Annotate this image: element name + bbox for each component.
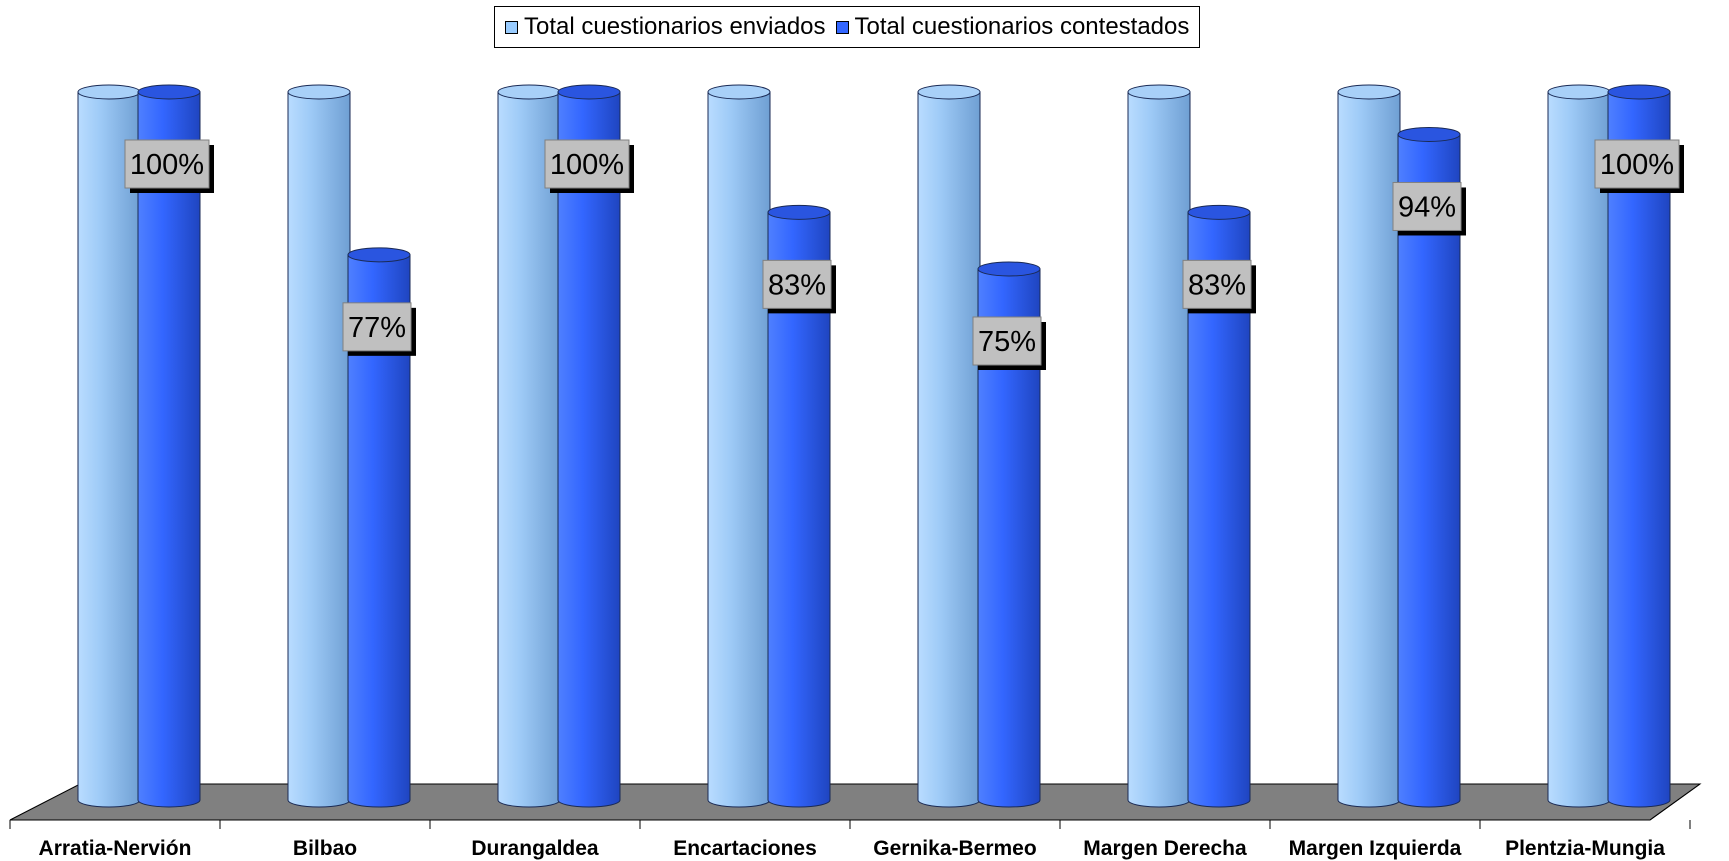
bar-cap-sent (1547, 84, 1611, 100)
category-labels-group: Arratia-Nervión Bilbao Durangaldea Encartac… (39, 837, 1666, 860)
legend-swatch-answered (835, 20, 849, 34)
bar-sent (1547, 91, 1611, 808)
bar-cap-sent (917, 84, 981, 100)
chart-legend: Total cuestionarios enviados Total cuest… (494, 6, 1201, 48)
category-label: Margen Derecha (1083, 837, 1247, 860)
data-label-box (1182, 259, 1252, 309)
data-label-box (762, 259, 832, 309)
legend-item-answered: Total cuestionarios contestados (835, 13, 1190, 41)
bar-answered (1607, 91, 1671, 808)
data-label: 94% (1398, 191, 1456, 223)
bar-answered (1397, 133, 1461, 808)
bar-answered (977, 268, 1041, 808)
bar-cap-answered (1607, 84, 1671, 100)
category-label: Arratia-Nervión (39, 837, 192, 860)
bar-sent (1337, 91, 1401, 808)
data-label: 83% (1188, 269, 1246, 301)
data-label-box (124, 139, 210, 189)
bar-cap-sent (1127, 84, 1191, 100)
category-label: Bilbao (293, 837, 357, 860)
legend-item-sent: Total cuestionarios enviados (505, 13, 826, 41)
data-label-box (1594, 139, 1680, 189)
category-label: Plentzia-Mungia (1505, 837, 1665, 860)
bars-group (77, 84, 1671, 808)
category-label: Encartaciones (673, 837, 817, 860)
bar-cap-sent (1337, 84, 1401, 100)
legend-swatch-sent (505, 20, 518, 34)
bar-sent (1127, 91, 1191, 808)
data-label-box (342, 302, 412, 352)
x-axis-ticks (9, 820, 1691, 829)
legend-label-sent: Total cuestionarios enviados (524, 13, 826, 40)
category-label: Margen Izquierda (1289, 837, 1462, 860)
bar-cap-sent (707, 84, 771, 100)
bar-answered (767, 211, 831, 808)
bar-answered (347, 254, 411, 808)
data-label-box (972, 316, 1042, 366)
data-label: 100% (130, 149, 204, 181)
category-label: Durangaldea (471, 837, 599, 860)
bar-cap-answered (137, 84, 201, 100)
bar-answered (1187, 211, 1251, 808)
bar-cap-sent (287, 84, 351, 100)
floor-back-edge (1649, 783, 1701, 821)
data-label: 100% (550, 149, 624, 181)
bar-answered (137, 91, 201, 808)
data-label: 100% (1600, 149, 1674, 181)
bar-cap-sent (77, 84, 141, 100)
bar-cap-answered (557, 84, 621, 100)
bar-cap-answered (767, 204, 831, 220)
data-label-box (544, 139, 630, 189)
bar-cap-sent (497, 84, 561, 100)
bar-cap-answered (1187, 204, 1251, 220)
bar-sent (287, 91, 351, 808)
bar-cap-answered (977, 261, 1041, 277)
bar-answered (557, 91, 621, 808)
data-labels-group: 100% 77% 100% 83% 75% 83% 94% 100% (124, 139, 1684, 370)
category-label: Gernika-Bermeo (873, 837, 1036, 860)
bar-sent (497, 91, 561, 808)
bar-sent (77, 91, 141, 808)
bar-sent (917, 91, 981, 808)
bar-sent (707, 91, 771, 808)
bar-cap-answered (347, 247, 411, 263)
legend-label-answered: Total cuestionarios contestados (854, 13, 1190, 40)
bar-cap-answered (1397, 126, 1461, 142)
data-label: 75% (978, 326, 1036, 358)
data-label: 77% (348, 312, 406, 344)
data-label: 83% (768, 269, 826, 301)
data-label-box (1392, 181, 1462, 231)
